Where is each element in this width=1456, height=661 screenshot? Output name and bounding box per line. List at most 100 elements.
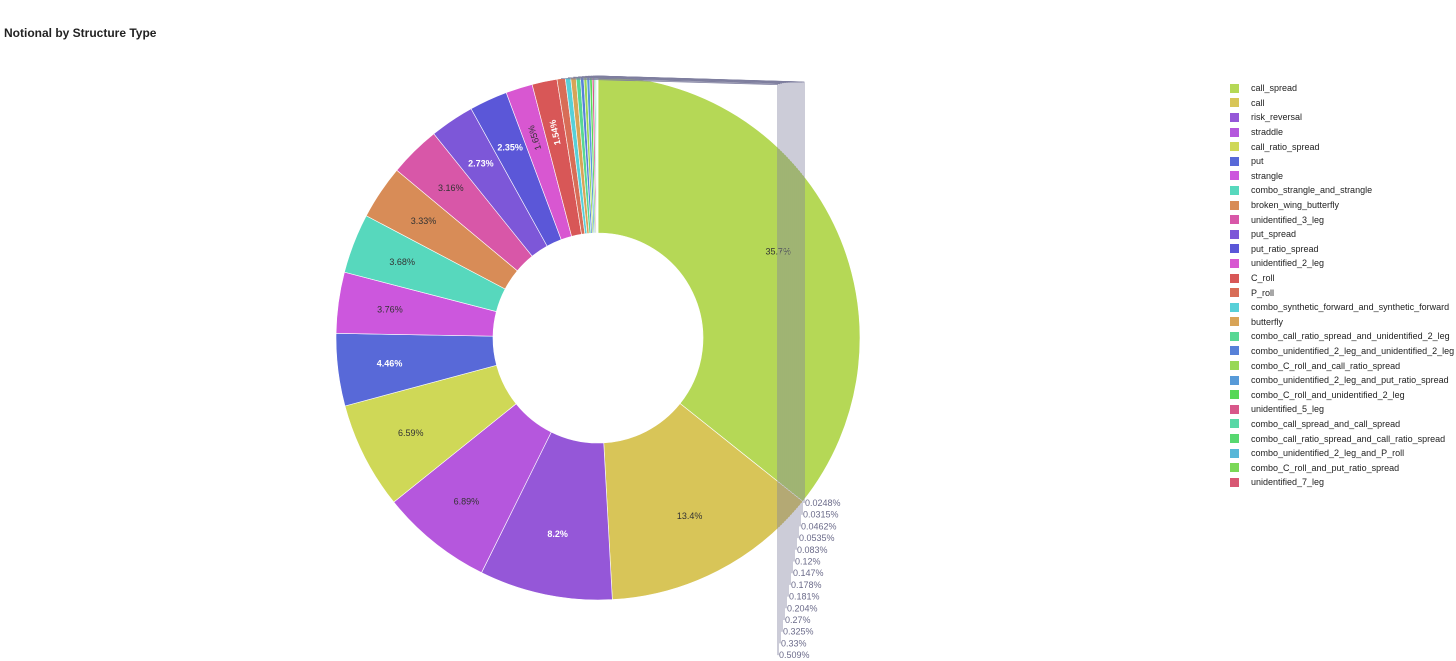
legend-label: combo_call_spread_and_call_spread — [1251, 418, 1401, 429]
legend-label: unidentified_5_leg — [1251, 404, 1325, 415]
legend-item-combo_call_ratio_spread_and_unidentified_2_leg[interactable]: combo_call_ratio_spread_and_unidentified… — [1230, 329, 1456, 344]
legend-label: broken_wing_butterfly — [1251, 200, 1340, 211]
legend-swatch — [1230, 346, 1239, 356]
legend-item-P_roll[interactable]: P_roll — [1230, 285, 1456, 300]
legend-item-unidentified_2_leg[interactable]: unidentified_2_leg — [1230, 256, 1456, 271]
legend-swatch — [1230, 83, 1239, 93]
legend-swatch — [1230, 215, 1239, 225]
legend-label: combo_C_roll_and_call_ratio_spread — [1251, 360, 1401, 371]
legend-item-combo_call_ratio_spread_and_call_ratio_spread[interactable]: combo_call_ratio_spread_and_call_ratio_s… — [1230, 431, 1456, 446]
legend-label: combo_unidentified_2_leg_and_P_roll — [1251, 448, 1405, 459]
legend-item-combo_unidentified_2_leg_and_P_roll[interactable]: combo_unidentified_2_leg_and_P_roll — [1230, 446, 1456, 461]
legend-item-butterfly[interactable]: butterfly — [1230, 315, 1456, 330]
slice-label-call_ratio_spread: 6.59% — [398, 428, 424, 438]
legend-label: combo_C_roll_and_put_ratio_spread — [1251, 462, 1400, 473]
legend-item-combo_synthetic_forward_and_synthetic_forward[interactable]: combo_synthetic_forward_and_synthetic_fo… — [1230, 300, 1456, 315]
legend-label: put_ratio_spread — [1251, 243, 1319, 254]
legend-item-combo_unidentified_2_leg_and_unidentified_2_leg[interactable]: combo_unidentified_2_leg_and_unidentifie… — [1230, 344, 1456, 359]
legend-item-combo_C_roll_and_unidentified_2_leg[interactable]: combo_C_roll_and_unidentified_2_leg — [1230, 387, 1456, 402]
legend-swatch — [1230, 127, 1239, 137]
outside-label-unidentified_7_leg: 0.0248% — [805, 498, 841, 508]
leader-line — [578, 76, 785, 620]
legend-label: strangle — [1251, 170, 1284, 181]
legend-item-put_spread[interactable]: put_spread — [1230, 227, 1456, 242]
legend-swatch — [1230, 331, 1239, 341]
legend-item-unidentified_7_leg[interactable]: unidentified_7_leg — [1230, 475, 1456, 490]
outside-label-combo_synthetic_forward_and_synthetic_forward: 0.33% — [781, 638, 807, 648]
legend-item-call_ratio_spread[interactable]: call_ratio_spread — [1230, 139, 1456, 154]
legend-swatch — [1230, 185, 1239, 195]
outside-label-combo_C_roll_and_unidentified_2_leg: 0.147% — [793, 568, 824, 578]
leader-line — [567, 77, 781, 644]
outside-label-combo_call_ratio_spread_and_call_ratio_spread: 0.0535% — [799, 533, 835, 543]
slice-label-put_spread: 2.73% — [468, 159, 494, 169]
legend-item-put_ratio_spread[interactable]: put_ratio_spread — [1230, 242, 1456, 257]
legend-label: call_ratio_spread — [1251, 141, 1320, 152]
legend-label: call_spread — [1251, 83, 1298, 94]
slice-label-broken_wing_butterfly: 3.33% — [411, 216, 437, 226]
outside-label-P_roll: 0.509% — [779, 650, 810, 660]
legend-label: combo_synthetic_forward_and_synthetic_fo… — [1251, 302, 1450, 313]
legend-swatch — [1230, 361, 1239, 371]
outside-label-combo_C_roll_and_put_ratio_spread: 0.0315% — [803, 510, 839, 520]
legend-swatch — [1230, 244, 1239, 254]
legend-swatch — [1230, 156, 1239, 166]
slice-label-risk_reversal: 8.2% — [547, 529, 568, 539]
legend-item-combo_unidentified_2_leg_and_put_ratio_spread[interactable]: combo_unidentified_2_leg_and_put_ratio_s… — [1230, 373, 1456, 388]
slice-label-put: 4.46% — [377, 359, 403, 369]
legend-item-broken_wing_butterfly[interactable]: broken_wing_butterfly — [1230, 198, 1456, 213]
slice-label-strangle: 3.76% — [377, 305, 403, 315]
legend-label: risk_reversal — [1251, 112, 1303, 123]
legend-label: straddle — [1251, 127, 1284, 138]
legend-item-call_spread[interactable]: call_spread — [1230, 81, 1456, 96]
leader-line — [561, 78, 779, 656]
legend-item-combo_call_spread_and_call_spread[interactable]: combo_call_spread_and_call_spread — [1230, 417, 1456, 432]
outside-label-butterfly: 0.325% — [783, 627, 814, 637]
legend-item-unidentified_5_leg[interactable]: unidentified_5_leg — [1230, 402, 1456, 417]
legend-swatch — [1230, 98, 1239, 108]
legend-swatch — [1230, 404, 1239, 414]
legend-item-combo_strangle_and_strangle[interactable]: combo_strangle_and_strangle — [1230, 183, 1456, 198]
legend-swatch — [1230, 171, 1239, 181]
legend-swatch — [1230, 375, 1239, 385]
legend-swatch — [1230, 448, 1239, 458]
legend-label: unidentified_7_leg — [1251, 477, 1325, 488]
legend-item-unidentified_3_leg[interactable]: unidentified_3_leg — [1230, 212, 1456, 227]
legend-item-risk_reversal[interactable]: risk_reversal — [1230, 110, 1456, 125]
outside-label-combo_unidentified_2_leg_and_put_ratio_spread: 0.178% — [791, 580, 822, 590]
legend-swatch — [1230, 390, 1239, 400]
legend-label: combo_unidentified_2_leg_and_unidentifie… — [1251, 345, 1455, 356]
legend-item-call[interactable]: call — [1230, 96, 1456, 111]
outside-label-combo_unidentified_2_leg_and_unidentified_2_leg: 0.204% — [787, 603, 818, 613]
legend-label: combo_call_ratio_spread_and_unidentified… — [1251, 331, 1450, 342]
legend-item-straddle[interactable]: straddle — [1230, 125, 1456, 140]
slice-label-straddle: 6.89% — [454, 497, 480, 507]
legend-item-put[interactable]: put — [1230, 154, 1456, 169]
legend-swatch — [1230, 317, 1239, 327]
legend-item-C_roll[interactable]: C_roll — [1230, 271, 1456, 286]
legend-swatch — [1230, 229, 1239, 239]
pie-slice-call[interactable] — [603, 403, 804, 600]
slice-label-unidentified_3_leg: 3.16% — [438, 183, 464, 193]
legend-item-combo_C_roll_and_call_ratio_spread[interactable]: combo_C_roll_and_call_ratio_spread — [1230, 358, 1456, 373]
legend-label: combo_strangle_and_strangle — [1251, 185, 1373, 196]
slice-label-combo_strangle_and_strangle: 3.68% — [389, 257, 415, 267]
outside-label-combo_call_ratio_spread_and_unidentified_2_leg: 0.27% — [785, 615, 811, 625]
legend-item-strangle[interactable]: strangle — [1230, 169, 1456, 184]
legend-swatch — [1230, 258, 1239, 268]
legend-label: put — [1251, 156, 1264, 167]
outside-label-unidentified_5_leg: 0.12% — [795, 557, 821, 567]
legend-label: butterfly — [1251, 316, 1284, 327]
legend-item-combo_C_roll_and_put_ratio_spread[interactable]: combo_C_roll_and_put_ratio_spread — [1230, 460, 1456, 475]
legend-swatch — [1230, 112, 1239, 122]
legend-label: combo_C_roll_and_unidentified_2_leg — [1251, 389, 1405, 400]
chart-title: Notional by Structure Type — [4, 26, 157, 40]
legend-label: C_roll — [1251, 273, 1275, 284]
outside-label-combo_unidentified_2_leg_and_P_roll: 0.0462% — [801, 521, 837, 531]
legend-swatch — [1230, 142, 1239, 152]
pie-slice-call_spread[interactable] — [597, 75, 861, 502]
pie-slices — [335, 75, 861, 601]
outside-label-combo_C_roll_and_call_ratio_spread: 0.181% — [789, 592, 820, 602]
